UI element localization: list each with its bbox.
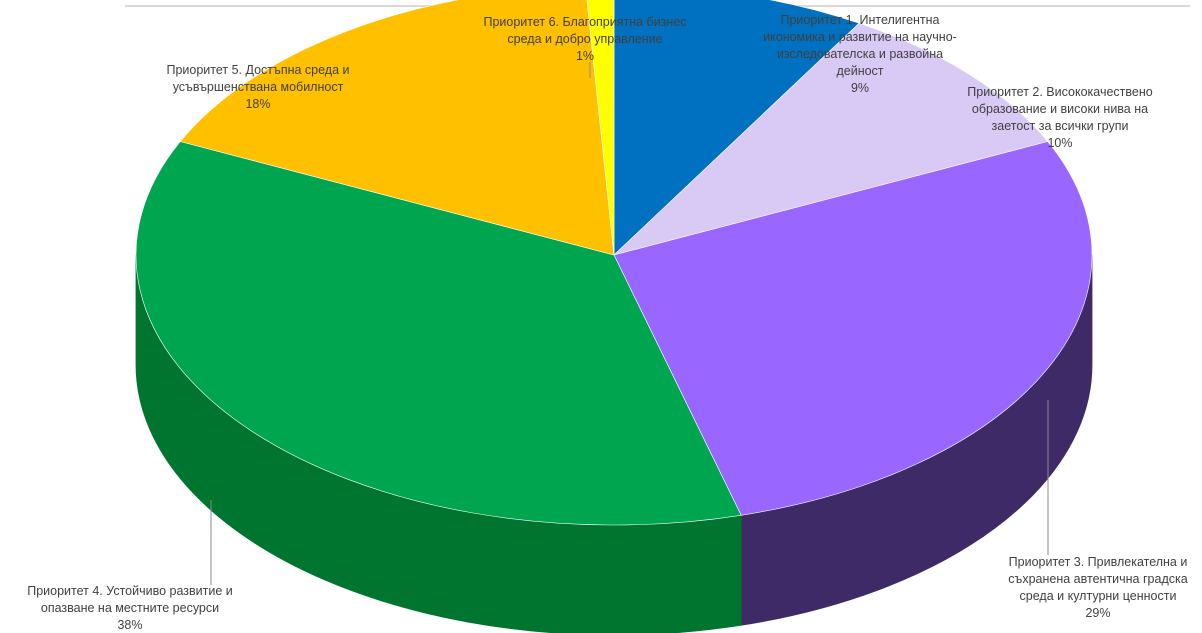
- pie-slice-1: [613, 0, 860, 256]
- data-label-5-line: усъвършенствана мобилност: [173, 80, 344, 94]
- data-label-2-line: образование и високи нива на: [972, 102, 1148, 116]
- data-label-2-line: заетост за всички групи: [992, 119, 1129, 133]
- data-label-1-line: дейност: [836, 64, 883, 78]
- data-label-6-line: среда и добро управление: [507, 32, 662, 46]
- data-label-3-line: 29%: [1085, 606, 1110, 620]
- data-labels: Приоритет 1. Интелигентна икономика и раз…: [27, 13, 1188, 632]
- data-label-2: Приоритет 2. Висококачествено образование…: [967, 85, 1152, 150]
- pie-slice-4: [135, 141, 742, 526]
- data-label-4-line: 38%: [117, 618, 142, 632]
- data-label-1: Приоритет 1. Интелигентна икономика и раз…: [763, 13, 957, 95]
- data-label-1-line: изследователска и развойна: [777, 47, 943, 61]
- data-label-6: Приоритет 6. Благоприятна бизнес среда и …: [483, 15, 686, 63]
- data-label-1-line: икономика и развитие на научно-: [763, 30, 957, 44]
- data-label-4: Приоритет 4. Устойчиво развитие и опазван…: [27, 584, 233, 632]
- leader-lines: [210, 62, 1049, 585]
- data-label-4-line: Приоритет 4. Устойчиво развитие и: [27, 584, 233, 598]
- data-label-3: Приоритет 3. Привлекателна и съхранена ав…: [1008, 555, 1187, 620]
- data-label-6-line: 1%: [576, 49, 594, 63]
- data-label-3-line: съхранена автентична градска: [1008, 572, 1187, 586]
- pie-slice-2: [613, 22, 1049, 256]
- pie-top-faces: [135, 0, 1093, 526]
- data-label-5-line: 18%: [245, 97, 270, 111]
- pie-slice-6: [586, 0, 615, 256]
- data-label-5: Приоритет 5. Достъпна среда и усъвършенст…: [166, 63, 349, 111]
- data-label-2-line: 10%: [1047, 136, 1072, 150]
- data-label-1-line: Приоритет 1. Интелигентна: [780, 13, 939, 27]
- pie-slice-3: [613, 141, 1093, 516]
- data-label-3-line: Приоритет 3. Привлекателна и: [1009, 555, 1188, 569]
- pie-slice-5: [179, 0, 615, 256]
- data-label-5-line: Приоритет 5. Достъпна среда и: [166, 63, 349, 77]
- data-label-6-line: Приоритет 6. Благоприятна бизнес: [483, 15, 686, 29]
- data-label-2-line: Приоритет 2. Висококачествено: [967, 85, 1152, 99]
- data-label-1-line: 9%: [851, 81, 869, 95]
- data-label-3-line: среда и културни ценности: [1020, 589, 1177, 603]
- data-label-4-line: опазване на местните ресурси: [41, 601, 219, 615]
